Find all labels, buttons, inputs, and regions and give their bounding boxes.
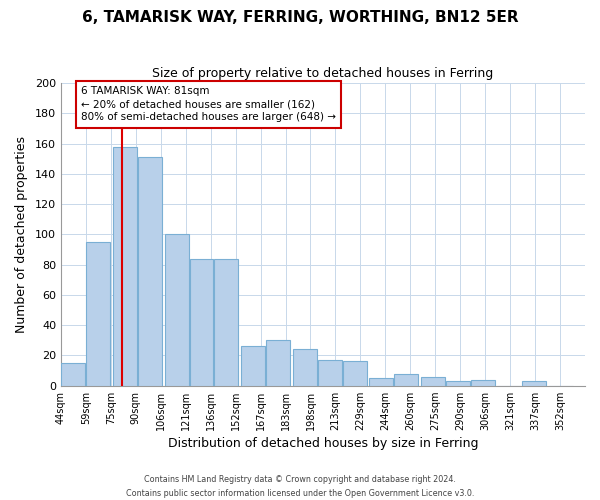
Text: 6 TAMARISK WAY: 81sqm
← 20% of detached houses are smaller (162)
80% of semi-det: 6 TAMARISK WAY: 81sqm ← 20% of detached …: [81, 86, 336, 122]
Bar: [138, 157, 162, 386]
Bar: [86, 242, 110, 386]
Bar: [421, 376, 445, 386]
Bar: [446, 381, 470, 386]
Bar: [190, 258, 214, 386]
Bar: [214, 258, 238, 386]
Bar: [164, 234, 188, 386]
Bar: [394, 374, 418, 386]
Y-axis label: Number of detached properties: Number of detached properties: [15, 136, 28, 333]
Title: Size of property relative to detached houses in Ferring: Size of property relative to detached ho…: [152, 68, 494, 80]
Text: Contains HM Land Registry data © Crown copyright and database right 2024.
Contai: Contains HM Land Registry data © Crown c…: [126, 476, 474, 498]
Text: 6, TAMARISK WAY, FERRING, WORTHING, BN12 5ER: 6, TAMARISK WAY, FERRING, WORTHING, BN12…: [82, 10, 518, 25]
Bar: [317, 360, 341, 386]
Bar: [471, 380, 494, 386]
Bar: [369, 378, 393, 386]
X-axis label: Distribution of detached houses by size in Ferring: Distribution of detached houses by size …: [168, 437, 478, 450]
Bar: [241, 346, 265, 386]
Bar: [113, 146, 137, 386]
Bar: [266, 340, 290, 386]
Bar: [522, 381, 546, 386]
Bar: [61, 363, 85, 386]
Bar: [293, 350, 317, 386]
Bar: [343, 362, 367, 386]
